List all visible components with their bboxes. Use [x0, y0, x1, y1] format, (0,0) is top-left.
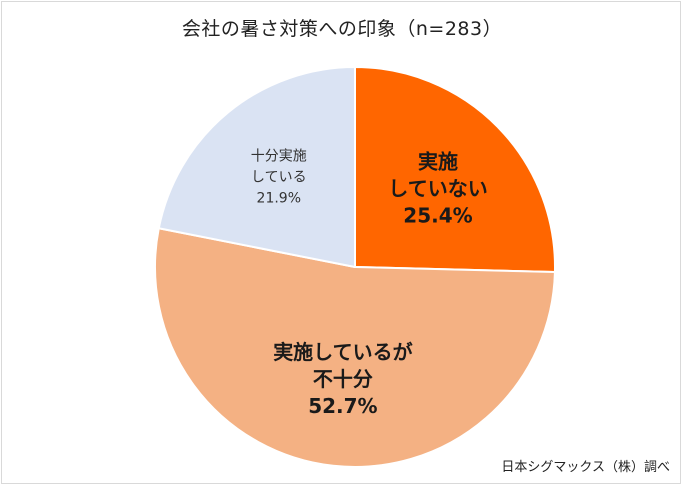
slice-value-label-1: 52.7% — [308, 394, 377, 418]
slice-value-label-0: 25.4% — [403, 204, 472, 228]
pie-slice-0 — [354, 66, 556, 274]
chart-title: 会社の暑さ対策への印象（n=283） — [181, 18, 503, 40]
pie-slice-1 — [154, 227, 556, 468]
slice-label-2-line-0: 十分実施 — [251, 149, 307, 165]
pie-slice-2 — [157, 66, 356, 268]
slice-label-1-line-0: 実施しているが — [273, 340, 412, 364]
slice-label-1-line-1: 不十分 — [313, 367, 373, 391]
source-note: 日本シグマックス（株）調べ — [501, 460, 670, 475]
slice-label-0-line-1: していない — [388, 177, 487, 201]
slice-label-2-line-1: している — [251, 170, 307, 186]
slice-label-0-line-0: 実施 — [418, 150, 458, 174]
slice-value-label-2: 21.9% — [257, 191, 301, 207]
